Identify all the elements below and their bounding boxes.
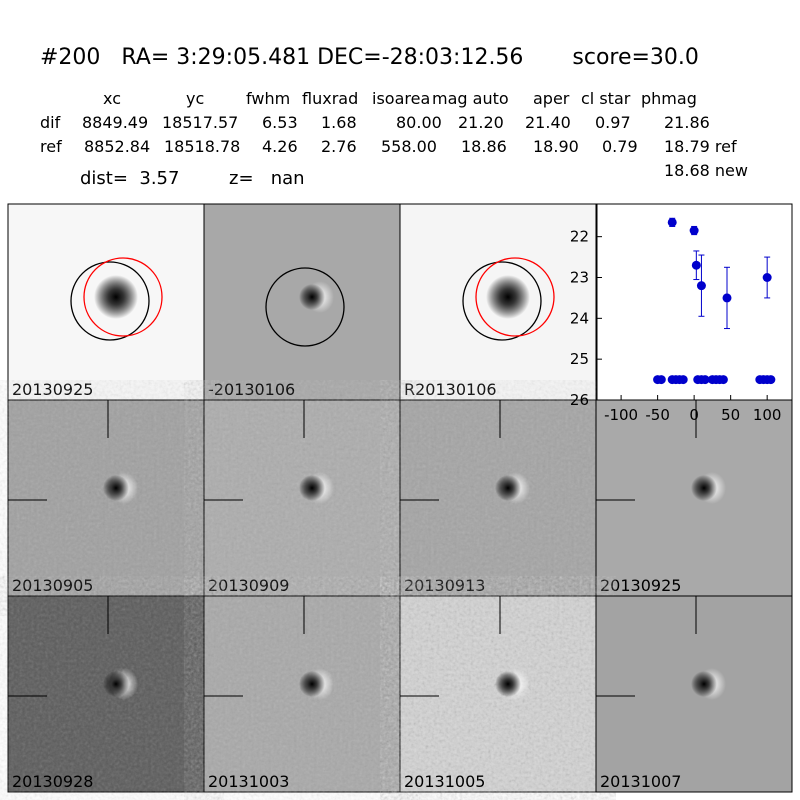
- image-noise: [400, 596, 596, 792]
- x-tick-label: 50: [721, 406, 740, 424]
- point: [722, 293, 732, 303]
- image-noise: [204, 400, 400, 596]
- point: [762, 273, 772, 282]
- panel-label: 20131005: [404, 772, 485, 791]
- table-cell: 18.90: [533, 137, 579, 156]
- table-cell: dif: [40, 113, 61, 132]
- table-cell: 1.68: [321, 113, 357, 132]
- source: [94, 275, 138, 319]
- column-header: phmag: [641, 89, 697, 108]
- image-noise: [400, 400, 596, 596]
- source: [299, 671, 325, 697]
- source: [486, 275, 530, 319]
- table-cell: 18517.57: [162, 113, 238, 132]
- image-noise: [8, 400, 204, 596]
- extra-mag: 18.68 new: [664, 161, 748, 180]
- x-tick-label: 0: [689, 406, 699, 424]
- point: [691, 260, 701, 270]
- image-noise: [204, 596, 400, 792]
- point: [678, 375, 688, 385]
- source: [691, 475, 717, 501]
- title: #200 RA= 3:29:05.481 DEC=-28:03:12.56 sc…: [40, 45, 699, 70]
- point: [718, 375, 728, 385]
- table-cell: ref: [40, 137, 62, 156]
- panel-label: 20131003: [208, 772, 289, 791]
- table-cell: 4.26: [262, 137, 298, 156]
- column-header: yc: [186, 89, 204, 108]
- aperture: [475, 257, 555, 337]
- column-header: mag auto: [432, 89, 509, 108]
- panel-label: 20131007: [600, 772, 681, 791]
- table-cell: 558.00: [381, 137, 437, 156]
- table-cell: 18518.78: [164, 137, 240, 156]
- x-tick-label: -100: [604, 406, 638, 424]
- table-cell: 0.79: [602, 137, 638, 156]
- panel-label: 20130925: [12, 380, 93, 399]
- y-tick-label: 25: [570, 350, 589, 368]
- y-tick-label: 24: [570, 309, 589, 327]
- y-tick-label: 23: [570, 269, 589, 287]
- x-tick-label: 100: [753, 406, 782, 424]
- table-cell: 8849.49: [82, 113, 148, 132]
- point: [667, 217, 677, 227]
- point: [700, 375, 710, 385]
- dist: dist= 3.57: [80, 168, 179, 189]
- source: [103, 671, 129, 697]
- source: [691, 671, 717, 697]
- table-cell: 2.76: [321, 137, 357, 156]
- panel-label: 20130905: [12, 576, 93, 595]
- table-cell: 21.86: [664, 113, 710, 132]
- point: [689, 226, 699, 236]
- point: [766, 375, 776, 385]
- table-cell: 0.97: [595, 113, 631, 132]
- plot-area: [596, 203, 793, 401]
- source: [299, 475, 325, 501]
- column-header: xc: [103, 89, 121, 108]
- aperture: [70, 261, 150, 341]
- source: [495, 475, 521, 501]
- image-noise: [8, 596, 204, 792]
- aperture: [462, 261, 542, 341]
- column-header: cl star: [581, 89, 631, 108]
- table-cell: 6.53: [262, 113, 298, 132]
- panel-label: 20130925: [600, 576, 681, 595]
- table-cell: 21.20: [458, 113, 504, 132]
- column-header: isoarea: [372, 89, 430, 108]
- panel-label: -20130106: [208, 380, 295, 399]
- y-tick-label: 22: [570, 228, 589, 246]
- image-panel: [595, 399, 793, 597]
- panel-label: 20130913: [404, 576, 485, 595]
- z-value: z= nan: [229, 168, 305, 189]
- source: [103, 475, 129, 501]
- point: [656, 375, 666, 385]
- column-header: fwhm: [246, 89, 290, 108]
- panel-label: 20130909: [208, 576, 289, 595]
- table-cell: 18.79 ref: [664, 137, 737, 156]
- column-header: fluxrad: [302, 89, 358, 108]
- panel-label: R20130106: [404, 380, 497, 399]
- panel-label: 20130928: [12, 772, 93, 791]
- x-tick-label: -50: [645, 406, 670, 424]
- table-cell: 18.86: [461, 137, 507, 156]
- source: [495, 671, 521, 697]
- point: [696, 281, 706, 291]
- aperture: [265, 267, 345, 347]
- image-panel: [595, 595, 793, 793]
- aperture: [83, 257, 163, 337]
- y-tick-label: 26: [570, 391, 589, 409]
- table-cell: 8852.84: [84, 137, 150, 156]
- source: [299, 284, 325, 310]
- table-cell: 21.40: [525, 113, 571, 132]
- table-cell: 80.00: [396, 113, 442, 132]
- column-header: aper: [533, 89, 570, 108]
